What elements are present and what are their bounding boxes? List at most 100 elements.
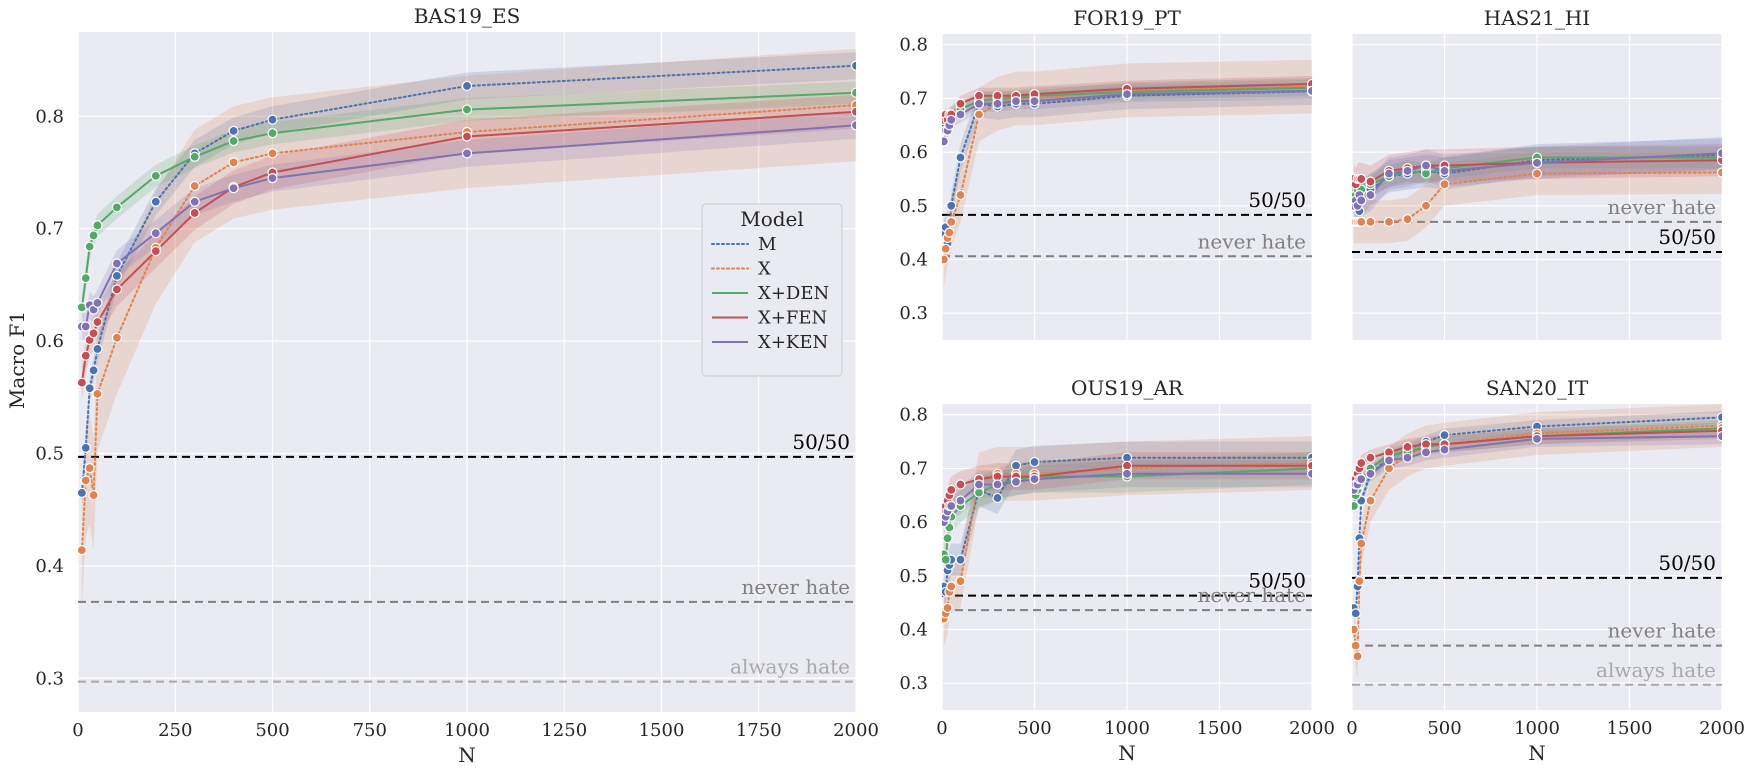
data-point-x-fen: [1356, 457, 1367, 469]
series-line-m: [80, 64, 856, 494]
reference-label-always-hate: always hate: [730, 655, 850, 679]
data-point-x-den: [111, 202, 123, 213]
legend-frame: [701, 203, 843, 377]
data-point-m: [80, 442, 91, 453]
data-point-x-ken: [992, 98, 1003, 109]
reference-label-never-hate: never hate: [1198, 229, 1306, 253]
data-point-x-ken: [1383, 168, 1395, 179]
data-point-x-den: [461, 104, 473, 115]
data-point-x-ken: [973, 98, 985, 109]
data-point-x-ken: [461, 148, 473, 159]
data-point-m: [992, 492, 1003, 504]
data-point-x-den: [88, 230, 99, 241]
data-point-x-fen: [111, 284, 123, 295]
legend: Model MX X+DEN X+FEN X+KEN: [701, 203, 843, 377]
data-point-x-fen: [461, 131, 473, 142]
y-tick-label: 0.7: [899, 458, 928, 479]
plot-area: [1352, 404, 1722, 686]
data-point-x: [1716, 167, 1722, 178]
data-point-m: [78, 487, 87, 498]
data-point-x-fen: [150, 246, 161, 257]
data-point-x: [1402, 214, 1413, 225]
legend-label-x-den: X+DEN: [758, 283, 829, 304]
y-tick-label: 0.8: [35, 106, 64, 127]
data-point-x: [88, 489, 99, 501]
data-point-x-ken: [1121, 468, 1133, 479]
data-point-x-ken: [1029, 96, 1040, 107]
x-tick-label: 1500: [1197, 718, 1243, 739]
data-point-x: [1439, 179, 1450, 190]
data-point-x: [1365, 216, 1376, 227]
panel-title: HAS21_HI: [1484, 6, 1590, 30]
data-point-x: [1352, 624, 1359, 635]
reference-label-50-50: 50/50: [1248, 569, 1306, 593]
legend-label-x-ken: X+KEN: [758, 332, 828, 353]
y-tick-label: 0.3: [899, 673, 928, 694]
series-line-m: [942, 456, 1312, 593]
data-point-x-ken: [973, 479, 985, 490]
reference-label-50-50: 50/50: [792, 430, 850, 454]
data-point-x-fen: [78, 377, 87, 388]
data-point-m: [1439, 430, 1450, 441]
series-line-x-den: [80, 91, 856, 308]
data-point-x: [111, 332, 123, 343]
reference-label-never-hate: never hate: [1608, 619, 1716, 643]
data-point-x-den: [228, 135, 239, 147]
panel-title: BAS19_ES: [414, 4, 521, 28]
y-tick-label: 0.3: [899, 303, 928, 324]
y-tick-label: 0.6: [899, 142, 928, 163]
data-point-x-fen: [1356, 173, 1367, 185]
y-tick-label: 0.3: [35, 668, 64, 689]
y-tick-label: 0.5: [899, 566, 928, 587]
plot-area: [942, 436, 1312, 646]
data-point-x: [1383, 216, 1395, 227]
panel-title: SAN20_IT: [1486, 376, 1589, 400]
data-point-x: [955, 576, 966, 587]
data-point-x: [942, 243, 951, 254]
panel-bas19-es: 0 250 500 750 1000 1250 1500 1750 2000 N 0.3 0.4 0.5…: [35, 4, 879, 767]
x-tick-label: 2000: [1289, 718, 1335, 739]
ci-band-x-den: [81, 81, 856, 319]
reference-label-50-50: 50/50: [1248, 188, 1306, 212]
data-point-x: [267, 148, 278, 159]
data-point-x: [189, 180, 200, 192]
data-point-x: [1356, 216, 1367, 227]
data-point-x-ken: [92, 297, 103, 308]
plot-area: [1352, 137, 1722, 253]
plot-area: [942, 59, 1312, 287]
data-point-x-ken: [111, 258, 123, 269]
reference-label-always-hate: always hate: [1596, 658, 1716, 682]
data-point-x-ken: [1356, 195, 1367, 206]
data-point-m: [850, 60, 856, 71]
data-point-x-fen: [80, 350, 91, 361]
data-point-x-ken: [1439, 444, 1450, 455]
data-point-x-ken: [1531, 433, 1543, 444]
data-point-x-ken: [1716, 148, 1722, 159]
data-point-x-ken: [850, 120, 856, 131]
data-point-x: [228, 157, 239, 168]
data-point-x-den: [850, 87, 856, 98]
reference-label-50-50: 50/50: [1658, 551, 1716, 575]
data-point-m: [955, 152, 966, 163]
data-point-m: [92, 343, 103, 355]
x-tick-label: 1000: [1104, 718, 1150, 739]
ci-band-x: [81, 48, 856, 607]
data-point-x-ken: [946, 500, 957, 512]
y-tick-label: 0.4: [899, 249, 928, 270]
data-point-x-fen: [92, 316, 103, 328]
data-point-x: [944, 227, 955, 238]
data-point-x-ken: [955, 109, 966, 120]
data-point-x-fen: [850, 106, 856, 117]
y-tick-label: 0.5: [899, 196, 928, 217]
data-point-m: [111, 270, 123, 282]
data-point-x-ken: [1365, 189, 1376, 201]
reference-label-50-50: 50/50: [1658, 225, 1716, 249]
y-tick-label: 0.6: [899, 512, 928, 533]
data-point-x-ken: [1356, 474, 1367, 485]
ci-band-x: [943, 436, 1312, 646]
plot-area: [78, 48, 856, 683]
panel-title: FOR19_PT: [1073, 6, 1181, 30]
data-point-x-den: [942, 533, 953, 544]
data-point-x-fen: [1306, 460, 1312, 471]
data-point-x-ken: [1306, 85, 1312, 97]
